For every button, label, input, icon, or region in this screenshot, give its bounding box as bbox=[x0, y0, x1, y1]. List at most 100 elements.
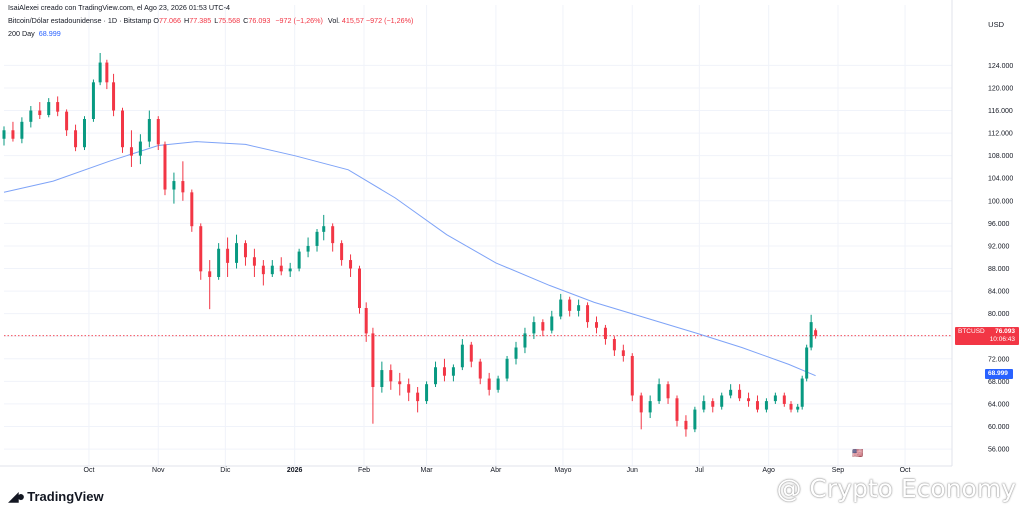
candle bbox=[684, 415, 688, 437]
candle bbox=[121, 107, 124, 153]
candle-body bbox=[550, 316, 554, 331]
candle bbox=[20, 117, 24, 144]
candle bbox=[805, 344, 809, 382]
candle-body bbox=[11, 130, 15, 139]
candle-body bbox=[138, 141, 142, 156]
candle-body bbox=[568, 299, 572, 311]
ohlc-label-h: H bbox=[184, 16, 190, 25]
price-tick-label: 80.000 bbox=[988, 311, 1010, 318]
candle bbox=[398, 372, 402, 396]
candle-body bbox=[541, 322, 545, 331]
badge-symbol: BTCUSD bbox=[958, 328, 985, 335]
candle-body bbox=[747, 398, 751, 402]
time-axis[interactable]: Oct Nov Dic 2026 Feb Mar Abr Mayo Jun Jul Ago Sep Oc… bbox=[84, 467, 911, 474]
candle bbox=[380, 361, 384, 393]
candle-body bbox=[91, 82, 95, 119]
currency-label[interactable]: USD bbox=[988, 20, 1004, 29]
price-tick-label: 60.000 bbox=[988, 424, 1010, 431]
creator-line: IsaiAlexei creado con TradingView.com, e… bbox=[8, 3, 231, 12]
candle bbox=[138, 134, 142, 165]
candle-body bbox=[226, 248, 230, 263]
candle-body bbox=[442, 367, 446, 376]
candle-body bbox=[407, 384, 411, 393]
candle bbox=[559, 293, 563, 320]
candle bbox=[568, 296, 572, 317]
candle-body bbox=[129, 147, 133, 156]
price-tick-label: 72.000 bbox=[988, 356, 1010, 363]
candle bbox=[657, 378, 661, 404]
price-tick-label: 88.000 bbox=[988, 266, 1010, 273]
price-tick-label: 120.000 bbox=[988, 85, 1013, 92]
candle-body bbox=[56, 102, 60, 112]
candle bbox=[451, 364, 455, 382]
candle-body bbox=[172, 181, 176, 190]
symbol-ohlc-line: Bitcoin/Dólar estadounidense · 1D · Bits… bbox=[8, 16, 413, 25]
candle-body bbox=[702, 401, 706, 410]
candle bbox=[235, 234, 239, 269]
candle-body bbox=[199, 226, 203, 272]
candle-body bbox=[805, 347, 809, 379]
candle bbox=[252, 248, 256, 277]
candle bbox=[322, 214, 326, 241]
candle-body bbox=[340, 243, 344, 261]
candle-body bbox=[306, 245, 310, 252]
candle bbox=[47, 98, 51, 118]
flag-icon[interactable]: 🇺🇸 bbox=[852, 448, 864, 458]
price-tick-label: 64.000 bbox=[988, 401, 1010, 408]
candle bbox=[442, 358, 446, 382]
candle-body bbox=[364, 308, 368, 334]
candle bbox=[74, 124, 78, 152]
candle bbox=[523, 327, 527, 354]
candle-body bbox=[416, 392, 420, 402]
candle-body bbox=[288, 268, 292, 272]
candle bbox=[11, 121, 15, 142]
candle bbox=[747, 392, 751, 407]
tradingview-logo[interactable]: ◢● TradingView bbox=[8, 488, 104, 505]
candle bbox=[147, 110, 151, 148]
ohlc-value-c: 76.093 bbox=[248, 16, 271, 25]
candle bbox=[496, 375, 500, 393]
candle bbox=[630, 353, 634, 402]
candle-body bbox=[514, 347, 518, 359]
candle bbox=[29, 106, 33, 128]
price-axis[interactable]: 56.00060.00064.00068.00072.00076.00080.0… bbox=[988, 63, 1013, 454]
candle bbox=[297, 248, 301, 272]
candle bbox=[340, 240, 344, 266]
candle bbox=[814, 328, 818, 339]
candle-body bbox=[595, 322, 598, 328]
ohlc-label-o: O bbox=[153, 16, 160, 25]
candle bbox=[172, 172, 176, 204]
candle-body bbox=[322, 226, 326, 232]
candle bbox=[65, 109, 69, 136]
candle bbox=[358, 265, 361, 314]
candle-body bbox=[460, 344, 464, 368]
candle-body bbox=[235, 243, 239, 263]
candle-body bbox=[559, 299, 563, 317]
candle-body bbox=[208, 271, 212, 277]
candle-body bbox=[814, 330, 818, 336]
ma-legend[interactable]: 200 Day 68.999 bbox=[8, 29, 61, 38]
candle bbox=[809, 314, 813, 351]
time-tick-label: Feb bbox=[358, 467, 370, 474]
time-tick-label: Sep bbox=[832, 467, 845, 474]
price-tick-label: 92.000 bbox=[988, 243, 1010, 250]
candle-body bbox=[74, 130, 78, 148]
candle bbox=[364, 302, 368, 342]
candle bbox=[416, 387, 420, 413]
price-tick-label: 112.000 bbox=[988, 131, 1013, 138]
candle-body bbox=[666, 384, 670, 399]
candle-body bbox=[190, 192, 194, 227]
candle bbox=[98, 52, 102, 86]
candle-body bbox=[380, 370, 384, 388]
candle-body bbox=[217, 248, 221, 277]
candle bbox=[693, 406, 697, 433]
time-tick-label: Nov bbox=[152, 467, 165, 474]
price-tick-label: 108.000 bbox=[988, 153, 1013, 160]
ohlc-values: O77.066 H77.385 L75.568 C76.093 bbox=[153, 16, 273, 25]
candle bbox=[550, 310, 554, 334]
volume-label: Vol. bbox=[327, 16, 340, 25]
candle bbox=[156, 116, 160, 151]
candle bbox=[389, 364, 393, 390]
candle bbox=[782, 392, 786, 407]
